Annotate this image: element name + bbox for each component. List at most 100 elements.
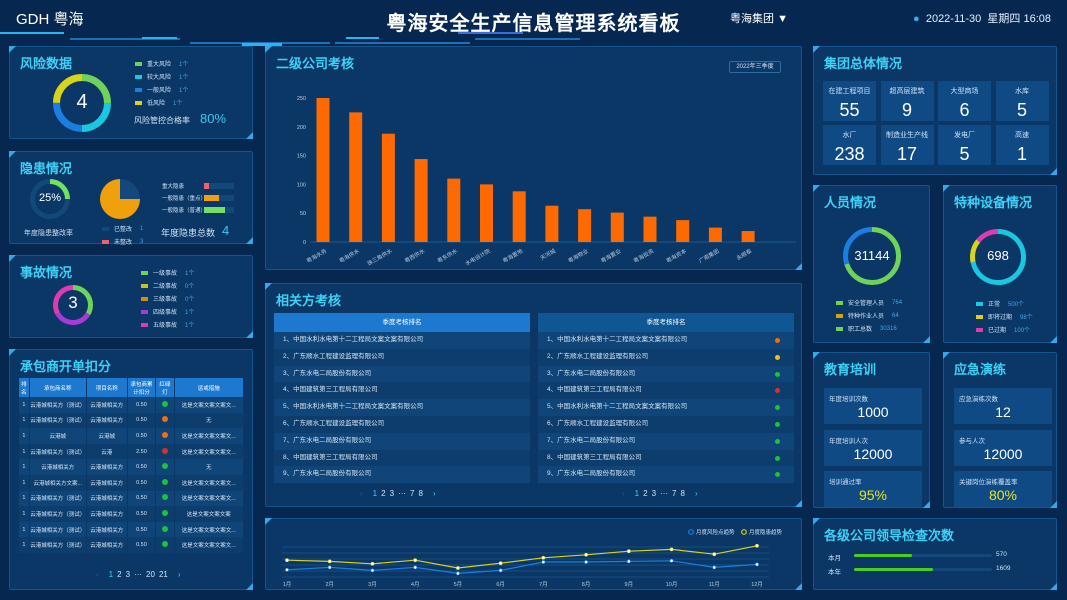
table-row[interactable]: 1 云港城 云港城 0.50 这是文案文案文案文...	[19, 428, 245, 444]
table-row[interactable]: 1 云港城相关方（测试） 云港城相关方 0.50 这是文案文案文案	[19, 506, 245, 522]
ranking-row[interactable]: 8、中国建筑第三工程局有限公司	[538, 449, 794, 467]
ranking-row[interactable]: 2、广东顺水工程建设监理有限公司	[538, 348, 794, 366]
ranking-row[interactable]: 6、广东顺水工程建设监理有限公司	[274, 415, 530, 433]
ranking-text: 8、中国建筑第三工程局有限公司	[547, 453, 642, 461]
ranking-row[interactable]: 7、广东水电二局股份有限公司	[538, 432, 794, 450]
panel-title: 各级公司领导检查次数	[824, 528, 955, 543]
table-row[interactable]: 1 云港城相关方（测试） 云港城相关方 0.50 这是文案文案文案文...	[19, 521, 245, 538]
group-select-value: 粤海集团	[730, 13, 774, 25]
metric-value: 1000	[857, 404, 889, 420]
page-button[interactable]: 2	[381, 489, 386, 498]
table-row[interactable]: 1 云港城相关方文案... 云港城相关方 0.50 这是文案文案文案文...	[19, 474, 245, 491]
cell-rank: 1	[19, 459, 30, 475]
page-button[interactable]: 21	[158, 570, 168, 579]
next-page-button[interactable]: ›	[177, 570, 181, 579]
ranking-row[interactable]: 4、中国建筑第三工程局有限公司	[274, 382, 530, 400]
inspection-bar-track	[854, 554, 992, 557]
contractor-pagination: ‹ 1 2 3 ··· 20 21 ›	[96, 570, 181, 579]
page-button[interactable]: ···	[398, 489, 407, 498]
ranking-row[interactable]: 2、广东顺水工程建设监理有限公司	[274, 348, 530, 366]
ranking-row[interactable]: 7、广东水电二局股份有限公司	[274, 432, 530, 450]
legend-label: 四级事故	[153, 310, 178, 316]
ranking-row[interactable]: 9、广东水电二局股份有限公司	[538, 466, 794, 484]
table-row[interactable]: 1 云港城相关方（测试） 云港城相关方 0.50 这是文案文案文案文...	[19, 490, 245, 507]
cell-score: 0.50	[127, 412, 157, 429]
data-point	[755, 562, 759, 567]
ranking-row[interactable]: 4、中国建筑第三工程局有限公司	[538, 382, 794, 400]
ranking-row[interactable]: 5、中国水利水电第十二工程局文案文案有限公司	[274, 399, 530, 416]
table-row[interactable]: 1 云港城相关方 云港城相关方 0.50 无	[19, 459, 245, 475]
series-line	[286, 560, 758, 575]
accident-panel: 事故情况 3 一级事故 1个 二级事故 0个 三级事故 0个 四级事故 1个 五级事故 1个	[9, 255, 253, 338]
y-tick-label: 250	[297, 96, 306, 102]
prev-page-button[interactable]: ‹	[622, 489, 625, 498]
stat-label: 制造业生产线	[886, 132, 928, 139]
hazard-bar-label: 一般隐患（重点）	[162, 196, 207, 202]
x-tick-label: 粤海物业	[567, 247, 590, 265]
ranking-row[interactable]: 3、广东水电二局股份有限公司	[538, 365, 794, 383]
metric-value: 80%	[988, 487, 1018, 503]
risk-rate-value: 80%	[200, 111, 227, 126]
table-row[interactable]: 1 云港城相关方（测试） 云港城相关方 0.50 这是文案文案文案文...	[19, 397, 245, 413]
page-button[interactable]: 7	[410, 489, 415, 498]
page-button[interactable]: 3	[651, 489, 657, 498]
page-button[interactable]: 2	[643, 489, 648, 498]
legend-swatch	[141, 309, 148, 314]
ranking-row[interactable]: 5、中国水利水电第十二工程局文案文案有限公司	[538, 399, 794, 416]
legend-label: 低风险	[147, 101, 166, 107]
ranking-row[interactable]: 1、中国水利水电第十二工程局文案文案有限公司	[274, 332, 530, 349]
table-row[interactable]: 1 云港城相关方（测试） 云港城相关方 0.50 无	[19, 412, 245, 429]
hazard-bar-fill	[204, 183, 209, 189]
header-decor-line	[0, 32, 64, 34]
ranking-row[interactable]: 9、广东水电二局股份有限公司	[274, 466, 530, 484]
header-decor-line	[242, 43, 282, 46]
page-button[interactable]: ···	[660, 489, 669, 498]
status-light-icon	[161, 525, 168, 532]
bar	[708, 227, 722, 242]
status-light-icon	[161, 463, 168, 470]
stat-label: 水厂	[842, 132, 857, 139]
page-button[interactable]: 1	[372, 489, 378, 498]
inspection-bar-fill	[854, 554, 912, 557]
page-button[interactable]: 8	[680, 489, 685, 498]
prev-page-button[interactable]: ‹	[96, 570, 99, 579]
ranking-row[interactable]: 6、广东顺水工程建设监理有限公司	[538, 415, 794, 433]
period-select[interactable]: 2022年三季度	[729, 61, 781, 73]
page-button[interactable]: 3	[389, 489, 395, 498]
page-button[interactable]: 1	[108, 570, 114, 579]
table-row[interactable]: 1 云港城相关方（测试） 云港城相关方 0.50 这是文案文案文案文...	[19, 537, 245, 553]
personnel-total: 31144	[854, 248, 890, 263]
page-button[interactable]: 20	[146, 570, 155, 579]
drill-panel: 应急演练 应急演练次数 12 参与人次 12000 关键岗位演练覆盖率 80%	[943, 352, 1057, 508]
page-button[interactable]: 7	[672, 489, 677, 498]
ranking-row[interactable]: 1、中国水利水电第十二工程局文案文案有限公司	[538, 332, 794, 349]
panel-title: 二级公司考核	[276, 56, 355, 71]
ranking-row[interactable]: 3、广东水电二局股份有限公司	[274, 365, 530, 383]
page-button[interactable]: ···	[134, 570, 143, 579]
prev-page-button[interactable]: ‹	[360, 489, 363, 498]
next-page-button[interactable]: ›	[432, 489, 436, 498]
page-button[interactable]: 8	[418, 489, 423, 498]
bar	[349, 112, 363, 243]
cell-rank: 1	[19, 490, 30, 507]
next-page-button[interactable]: ›	[694, 489, 698, 498]
cell-name: 云港城相关方（测试）	[29, 490, 87, 507]
table-row[interactable]: 1 云港城相关方（测试） 云港 2.50 这是文案文案文案文...	[19, 443, 245, 460]
status-light-icon	[775, 354, 780, 360]
legend-swatch	[135, 87, 142, 92]
ranking-row[interactable]: 8、中国建筑第三工程局有限公司	[274, 449, 530, 467]
legend-count: 500个	[1008, 302, 1025, 308]
ranking-table-right: 季度考核排名 1、中国水利水电第十二工程局文案文案有限公司 2、广东顺水工程建设监理…	[538, 313, 794, 484]
cell-rank: 1	[19, 506, 30, 522]
risk-panel: 风险数据 4 重大风险 1个 较大风险 1个 一般风险 1个 低风险 1个 风险管控合格率 8…	[9, 46, 253, 139]
risk-total: 4	[76, 91, 88, 113]
page-button[interactable]: 2	[117, 570, 122, 579]
page-button[interactable]: 1	[634, 489, 640, 498]
line-chart: 1月 2月 3月 4月 5月 6月 7月 8月 9月 10月 11月 12月 月度风险点趋势 月度隐患趋势	[282, 528, 783, 588]
legend-label: 五级事故	[153, 323, 178, 329]
page-button[interactable]: 3	[125, 570, 131, 579]
x-tick-label: 水电设计院	[464, 247, 492, 268]
legend-item: 已整改 1	[102, 222, 143, 235]
panel-title: 应急演练	[954, 362, 1007, 377]
group-select[interactable]: 粤海集团 ▼	[730, 10, 788, 26]
